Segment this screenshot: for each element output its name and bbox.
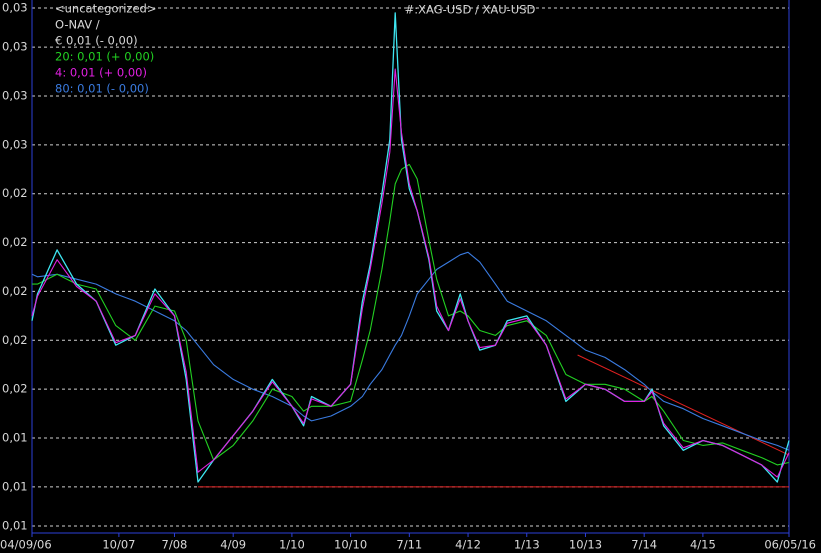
x-tick-label: 4/15 (690, 538, 716, 552)
y-tick-label: 0,02 (2, 284, 28, 298)
x-tick-label: 7/11 (396, 538, 422, 552)
x-tick-label: 10/10 (334, 538, 367, 552)
trendline (577, 354, 790, 456)
x-tick-label: 10/07 (102, 538, 135, 552)
y-tick-label: 0,02 (2, 186, 28, 200)
y-tick-label: 0,03 (2, 1, 28, 15)
y-tick-label: 0,02 (2, 382, 28, 396)
legend-header: O-NAV / (55, 18, 100, 32)
y-tick-label: 0,03 (2, 137, 28, 151)
legend-entry: 20: 0,01 (+ 0,00) (55, 50, 154, 64)
x-tick-label: 7/14 (631, 538, 657, 552)
y-tick-label: 0,03 (2, 40, 28, 54)
chart-title: #:XAG-USD / XAU-USD (405, 3, 536, 17)
x-tick-label: 1/13 (514, 538, 540, 552)
y-tick-label: 0,01 (2, 431, 28, 445)
y-tick-label: 0,02 (2, 333, 28, 347)
x-tick-label: 10/13 (569, 538, 602, 552)
y-tick-label: 0,03 (2, 88, 28, 102)
legend-header: <uncategorized> (55, 2, 156, 16)
y-tick-label: 0,01 (2, 479, 28, 493)
y-tick-label: 0,02 (2, 235, 28, 249)
x-tick-label: 06/05/16 (764, 538, 816, 552)
series-line (31, 68, 790, 478)
legend-entry: 4: 0,01 (+ 0,00) (55, 66, 147, 80)
series-line (31, 12, 790, 483)
x-tick-label: 4/12 (455, 538, 481, 552)
x-tick-label: 7/08 (162, 538, 188, 552)
x-tick-label: 4/09 (220, 538, 246, 552)
legend-entry: € 0,01 (- 0,00) (55, 34, 138, 48)
x-tick-label: 1/10 (279, 538, 305, 552)
x-tick-label: 04/09/06 (0, 538, 52, 552)
legend-entry: 80: 0,01 (- 0,00) (55, 82, 149, 96)
y-tick-label: 0,01 (2, 519, 28, 533)
